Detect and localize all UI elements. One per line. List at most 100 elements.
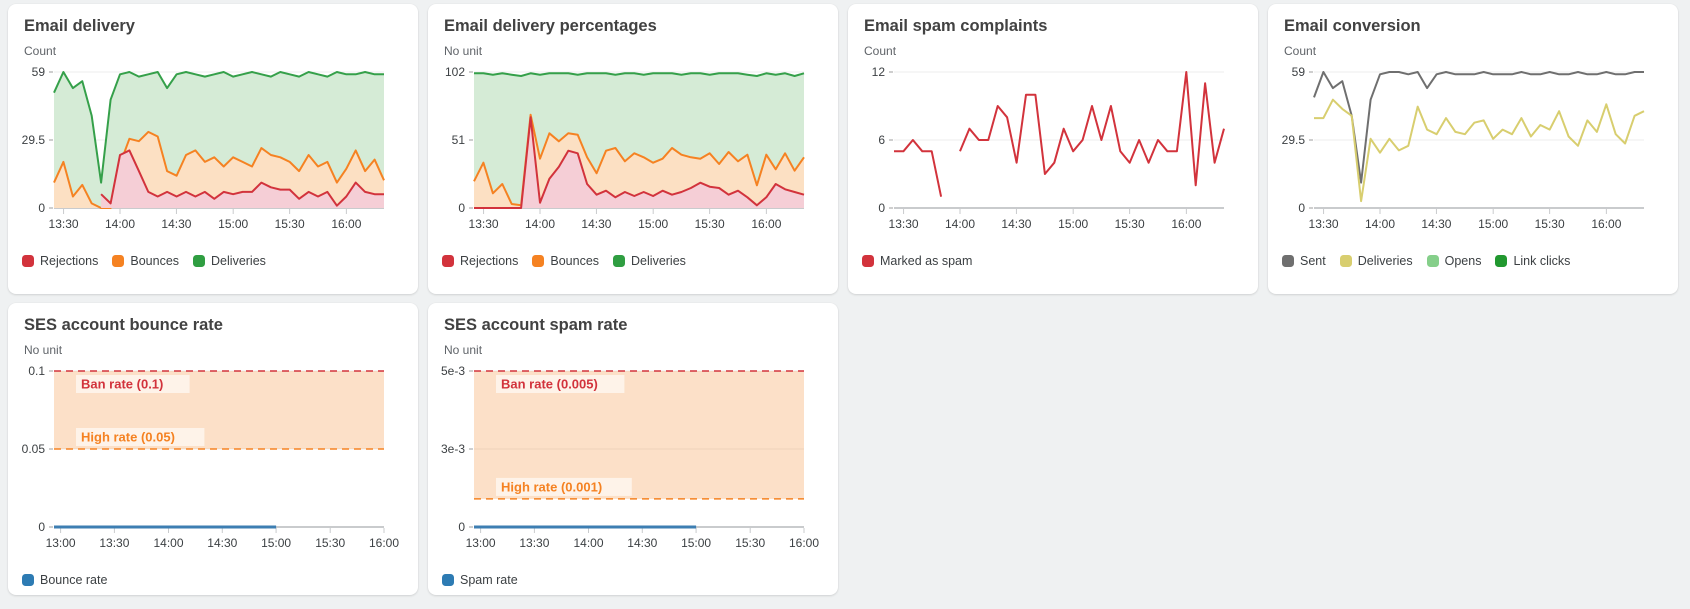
y-tick-label: 3e-3: [441, 442, 465, 456]
y-tick-label: 0: [458, 520, 465, 534]
y-tick-label: 0: [38, 201, 45, 215]
x-tick-label: 14:30: [1421, 217, 1451, 231]
panel-email-spam-complaints[interactable]: Email spam complaints Count 0 6 12 13:30 14:…: [848, 4, 1258, 294]
line-marked-as-spam: [959, 71, 1225, 187]
panel-title: Email conversion: [1284, 17, 1421, 35]
legend-swatch: [1282, 255, 1294, 267]
x-tick-label: 15:00: [261, 536, 291, 550]
ses-account-spam-rate-chart-canvas[interactable]: 0 3e-3 5e-3 13:00 13:30 14:00 14:30 15:00 15:30 1…: [428, 361, 838, 571]
email-delivery-percentages-chart-canvas[interactable]: 0 51 102 13:30 14:00 14:30 15:00 15:30 16:00: [428, 62, 838, 252]
legend-label: Bounces: [550, 254, 600, 268]
y-tick-label: 59: [1292, 65, 1306, 79]
x-tick-label: 15:30: [315, 536, 345, 550]
threshold-label-bg: [496, 477, 632, 496]
ses-account-bounce-rate-chart-canvas[interactable]: 0 0.05 0.1 13:00 13:30 14:00 14:30 15:00 15:30 16…: [8, 361, 418, 571]
line-deliveries: [53, 71, 384, 184]
x-tick-label: 14:30: [161, 217, 191, 231]
x-tick-label: 15:30: [735, 536, 765, 550]
y-tick-label: 0: [458, 201, 465, 215]
legend-item-bounces[interactable]: Bounces: [112, 254, 179, 268]
x-tick-label: 16:00: [751, 217, 781, 231]
x-tick-label: 13:00: [46, 536, 76, 550]
legend-item-bounce-rate[interactable]: Bounce rate: [22, 573, 107, 587]
x-tick-label: 14:00: [105, 217, 135, 231]
legend-swatch: [442, 574, 454, 586]
area-rejections: [474, 117, 804, 208]
threshold-label-bg: [76, 375, 190, 393]
x-tick-label: 15:30: [1115, 217, 1145, 231]
legend-item-marked-as-spam[interactable]: Marked as spam: [862, 254, 972, 268]
legend-item-sent[interactable]: Sent: [1282, 254, 1326, 268]
panel-email-delivery-percentages[interactable]: Email delivery percentages No unit 0 51 10…: [428, 4, 838, 294]
y-tick-label: 0: [1298, 201, 1305, 215]
panel-email-conversion[interactable]: Email conversion Count 0 29.5 59 13:30 14:00…: [1268, 4, 1678, 294]
y-tick-label: 102: [445, 65, 465, 79]
legend-swatch: [613, 255, 626, 267]
legend-item-deliveries[interactable]: Deliveries: [193, 254, 266, 268]
panel-email-delivery[interactable]: Email delivery Count 0 29.5 59 13:30 14:00 14…: [8, 4, 418, 294]
line-rejections: [100, 149, 384, 207]
line-deliveries: [1314, 98, 1645, 203]
x-tick-label: 14:00: [1365, 217, 1395, 231]
y-tick-label: 5e-3: [441, 364, 465, 378]
legend-label: Deliveries: [211, 254, 266, 268]
x-tick-label: 15:30: [275, 217, 305, 231]
panel-ses-account-spam-rate[interactable]: SES account spam rate No unit 0 3e-3 5e-3 1…: [428, 303, 838, 595]
x-tick-label: 13:30: [99, 536, 129, 550]
line-deliveries: [474, 72, 805, 77]
legend-label: Opens: [1444, 254, 1482, 268]
line-marked-as-spam: [894, 139, 943, 197]
area-rejections: [101, 150, 384, 208]
panel-ses-account-bounce-rate[interactable]: SES account bounce rate No unit 0 0.05 0.1…: [8, 303, 418, 595]
y-axis-unit-label: Count: [24, 44, 57, 58]
chart-legend: Rejections Bounces Deliveries: [22, 254, 404, 268]
x-tick-label: 14:00: [573, 536, 603, 550]
x-tick-label: 14:30: [627, 536, 657, 550]
threshold-label: High rate (0.05): [81, 430, 175, 445]
legend-item-deliveries[interactable]: Deliveries: [613, 254, 686, 268]
x-tick-label: 16:00: [1171, 217, 1201, 231]
y-tick-label: 0.05: [22, 442, 46, 456]
y-tick-label: 0: [878, 201, 885, 215]
legend-label: Bounce rate: [40, 573, 108, 587]
x-tick-label: 16:00: [331, 217, 361, 231]
legend-swatch: [22, 574, 34, 586]
legend-item-link-clicks[interactable]: Link clicks: [1495, 254, 1570, 268]
email-delivery-chart-canvas[interactable]: 0 29.5 59 13:30 14:00 14:30 15:00 15:30 16:00: [8, 62, 418, 252]
x-tick-label: 15:00: [638, 217, 668, 231]
legend-swatch: [22, 255, 34, 267]
email-conversion-chart-canvas[interactable]: 0 29.5 59 13:30 14:00 14:30 15:00 15:30 16:00: [1268, 62, 1678, 252]
y-tick-label: 12: [872, 65, 886, 79]
email-spam-complaints-chart-canvas[interactable]: 0 6 12 13:30 14:00 14:30 15:00 15:30 16:00: [848, 62, 1258, 252]
legend-label: Rejections: [460, 254, 519, 268]
chart-legend: Marked as spam: [862, 254, 1244, 268]
chart-legend: Sent Deliveries Opens Link clicks: [1282, 254, 1664, 268]
x-tick-label: 14:30: [1001, 217, 1031, 231]
x-tick-label: 15:30: [695, 217, 725, 231]
legend-item-deliveries[interactable]: Deliveries: [1339, 254, 1413, 268]
x-tick-label: 15:30: [1535, 217, 1565, 231]
legend-label: Bounces: [130, 254, 180, 268]
x-tick-label: 15:00: [1058, 217, 1088, 231]
legend-swatch: [532, 255, 545, 267]
x-tick-label: 14:00: [945, 217, 975, 231]
legend-swatch: [862, 255, 874, 267]
y-tick-label: 59: [32, 65, 46, 79]
y-tick-label: 6: [878, 133, 885, 147]
legend-label: Spam rate: [460, 573, 518, 587]
legend-swatch: [1339, 255, 1352, 267]
panel-title: Email spam complaints: [864, 17, 1048, 35]
legend-swatch: [193, 255, 206, 267]
legend-item-rejections[interactable]: Rejections: [22, 254, 98, 268]
y-axis-unit-label: No unit: [24, 343, 63, 357]
threshold-label-bg: [76, 428, 205, 446]
legend-item-bounces[interactable]: Bounces: [532, 254, 599, 268]
legend-item-spam-rate[interactable]: Spam rate: [442, 573, 518, 587]
legend-swatch: [1426, 255, 1439, 267]
x-tick-label: 16:00: [369, 536, 399, 550]
legend-label: Link clicks: [1513, 254, 1571, 268]
legend-item-rejections[interactable]: Rejections: [442, 254, 518, 268]
x-tick-label: 13:30: [1309, 217, 1339, 231]
chart-legend: Rejections Bounces Deliveries: [442, 254, 824, 268]
legend-item-opens[interactable]: Opens: [1426, 254, 1482, 268]
